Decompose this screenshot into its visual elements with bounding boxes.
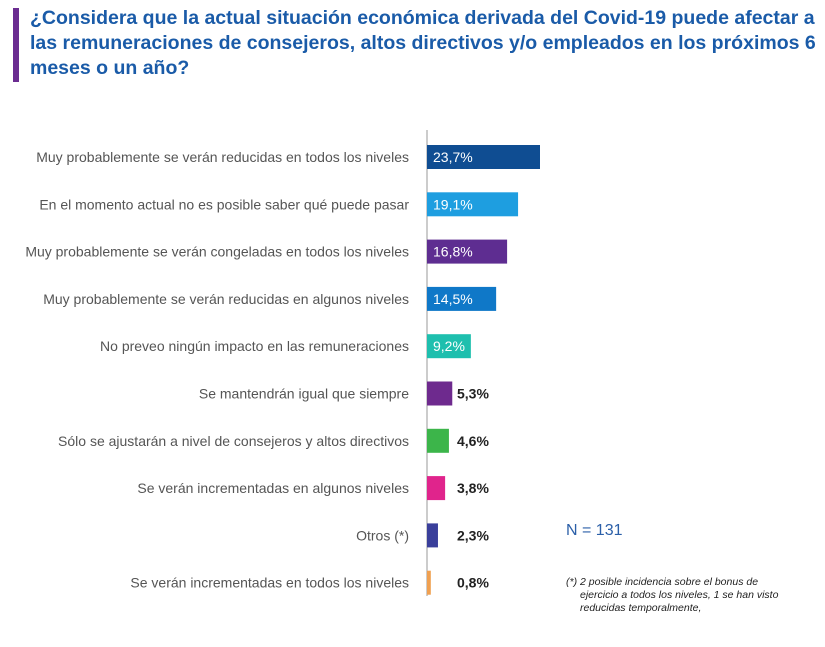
bar: [427, 145, 540, 169]
value-label: 19,1%: [433, 196, 473, 212]
footnote-line-3: reducidas temporalmente,: [580, 602, 702, 614]
bars-group: Muy probablemente se verán reducidas en …: [25, 145, 540, 595]
value-label: 4,6%: [457, 433, 489, 449]
bar: [427, 381, 453, 406]
bar: [427, 476, 446, 501]
chart-title: ¿Considera que la actual situación econó…: [30, 7, 816, 79]
value-label: 2,3%: [457, 527, 489, 543]
footnote-line-2: ejercicio a todos los niveles, 1 se han …: [580, 589, 779, 601]
value-label: 5,3%: [457, 386, 489, 402]
bar: [427, 428, 449, 453]
category-label: Se mantendrán igual que siempre: [199, 386, 409, 402]
bar: [427, 570, 431, 595]
category-label: Se verán incrementadas en algunos nivele…: [137, 480, 409, 496]
footnote-line-1: (*) 2 posible incidencia sobre el bonus …: [566, 576, 759, 588]
category-label: Sólo se ajustarán a nivel de consejeros …: [58, 433, 409, 449]
category-label: Se verán incrementadas en todos los nive…: [130, 575, 409, 591]
footnote: (*) 2 posible incidencia sobre el bonus …: [566, 576, 796, 615]
value-label: 9,2%: [433, 338, 465, 354]
bar: [427, 239, 508, 264]
bar: [427, 334, 471, 359]
category-label: Muy probablemente se verán reducidas en …: [36, 149, 409, 165]
sample-size-label: N = 131: [566, 522, 623, 539]
category-label: En el momento actual no es posible saber…: [39, 196, 409, 212]
value-label: 0,8%: [457, 575, 489, 591]
bar: [427, 286, 497, 311]
value-label: 14,5%: [433, 291, 473, 307]
title-accent-bar: [13, 8, 19, 82]
category-label: Muy probablemente se verán congeladas en…: [25, 244, 409, 260]
category-label: No preveo ningún impacto en las remunera…: [100, 338, 409, 354]
category-label: Muy probablemente se verán reducidas en …: [43, 291, 409, 307]
value-label: 23,7%: [433, 149, 473, 165]
category-label: Otros (*): [356, 527, 409, 543]
bar: [427, 523, 438, 548]
value-label: 16,8%: [433, 244, 473, 260]
value-label: 3,8%: [457, 480, 489, 496]
bar: [427, 192, 519, 217]
